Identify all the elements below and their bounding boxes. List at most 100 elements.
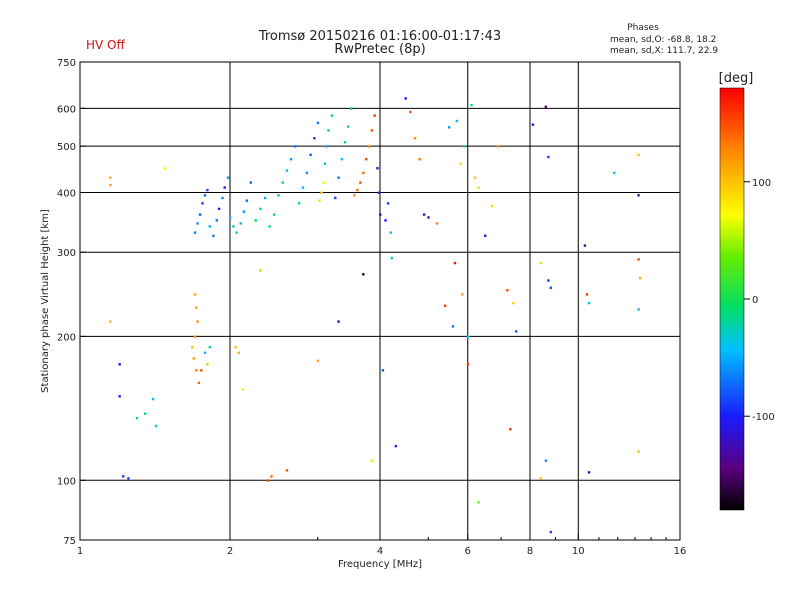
data-point bbox=[197, 381, 201, 385]
data-point bbox=[370, 459, 374, 462]
data-point bbox=[192, 357, 195, 360]
data-point bbox=[118, 395, 121, 398]
y-axis-ticks: 75 100 200 300 400 500 600 750 bbox=[57, 58, 86, 547]
data-point bbox=[547, 279, 550, 282]
data-point bbox=[203, 351, 207, 354]
data-point bbox=[356, 188, 359, 192]
data-point bbox=[443, 304, 447, 307]
data-point bbox=[435, 222, 439, 225]
data-point bbox=[466, 335, 470, 338]
data-point bbox=[151, 397, 155, 401]
data-point bbox=[272, 213, 276, 216]
data-point bbox=[377, 191, 381, 194]
x-tick-label: 1 bbox=[77, 546, 83, 557]
colorbar-label: [deg] bbox=[719, 71, 754, 86]
data-point bbox=[198, 213, 202, 216]
data-point bbox=[330, 114, 334, 117]
data-point bbox=[154, 424, 158, 428]
data-point bbox=[409, 110, 412, 114]
data-point bbox=[206, 188, 209, 192]
data-point bbox=[109, 320, 112, 323]
data-point bbox=[390, 256, 393, 260]
y-tick-label: 750 bbox=[57, 58, 76, 69]
data-point bbox=[245, 199, 249, 202]
data-point bbox=[259, 207, 262, 211]
data-point bbox=[163, 167, 167, 170]
data-point bbox=[318, 199, 321, 202]
data-point bbox=[127, 477, 130, 480]
data-point bbox=[217, 207, 221, 211]
data-point bbox=[484, 234, 487, 237]
data-point bbox=[323, 162, 327, 165]
y-tick-label: 300 bbox=[57, 248, 76, 259]
data-point bbox=[506, 289, 509, 292]
grid-lines bbox=[80, 62, 680, 540]
y-tick-label: 100 bbox=[57, 476, 76, 487]
data-point bbox=[539, 261, 542, 265]
data-point bbox=[459, 162, 462, 165]
data-point bbox=[229, 216, 232, 219]
data-point bbox=[583, 244, 587, 247]
data-point bbox=[208, 225, 211, 228]
data-point bbox=[637, 308, 640, 311]
data-point bbox=[455, 119, 459, 123]
phases-title: Phases bbox=[627, 23, 659, 33]
data-point bbox=[109, 183, 112, 187]
data-point bbox=[544, 459, 548, 462]
data-point bbox=[212, 234, 215, 237]
data-point bbox=[208, 346, 211, 349]
data-point bbox=[362, 273, 365, 276]
y-tick-label: 400 bbox=[57, 188, 76, 199]
phases-o-stats: mean, sd,O: -68.8, 18.2 bbox=[610, 35, 716, 45]
data-point bbox=[547, 155, 550, 159]
y-axis-label: Stationary phase Virtual Height [km] bbox=[40, 209, 51, 393]
data-point bbox=[376, 167, 379, 170]
data-point bbox=[549, 530, 553, 534]
data-point bbox=[193, 293, 197, 296]
data-point bbox=[232, 225, 235, 228]
data-point bbox=[195, 369, 198, 372]
data-point bbox=[215, 219, 219, 222]
data-point bbox=[350, 107, 353, 110]
x-tick-label: 6 bbox=[465, 546, 471, 557]
data-point bbox=[305, 171, 309, 175]
data-point bbox=[340, 158, 344, 161]
data-point bbox=[195, 306, 198, 309]
data-point bbox=[285, 169, 289, 172]
data-point bbox=[281, 181, 284, 184]
data-point bbox=[381, 369, 385, 372]
data-point bbox=[109, 176, 112, 179]
data-point bbox=[384, 219, 387, 222]
colorbar-tick-label: 0 bbox=[752, 295, 758, 306]
data-point bbox=[466, 363, 470, 366]
y-tick-label: 500 bbox=[57, 142, 76, 153]
data-point bbox=[343, 141, 347, 144]
data-point bbox=[241, 388, 245, 391]
data-point bbox=[585, 293, 589, 296]
data-point bbox=[512, 301, 515, 305]
x-tick-label: 4 bbox=[377, 546, 383, 557]
data-point bbox=[316, 121, 320, 125]
data-point bbox=[316, 359, 320, 362]
data-point bbox=[353, 194, 356, 197]
data-point bbox=[637, 258, 640, 261]
data-point bbox=[386, 202, 390, 205]
data-point bbox=[539, 477, 542, 480]
x-tick-label: 2 bbox=[227, 546, 233, 557]
data-point bbox=[285, 469, 289, 472]
data-point bbox=[309, 153, 312, 157]
data-point bbox=[515, 330, 518, 333]
data-point bbox=[235, 231, 238, 234]
data-point bbox=[470, 103, 473, 107]
data-point bbox=[418, 158, 421, 161]
data-point bbox=[268, 225, 271, 228]
data-point bbox=[389, 231, 392, 234]
data-point bbox=[242, 210, 246, 213]
data-point bbox=[206, 363, 209, 366]
data-point bbox=[447, 126, 451, 129]
y-tick-label: 75 bbox=[63, 536, 76, 547]
chart-title: Tromsø 20150216 01:16:00-01:17:43 bbox=[258, 29, 501, 44]
data-point bbox=[320, 191, 323, 194]
data-point bbox=[239, 222, 242, 225]
